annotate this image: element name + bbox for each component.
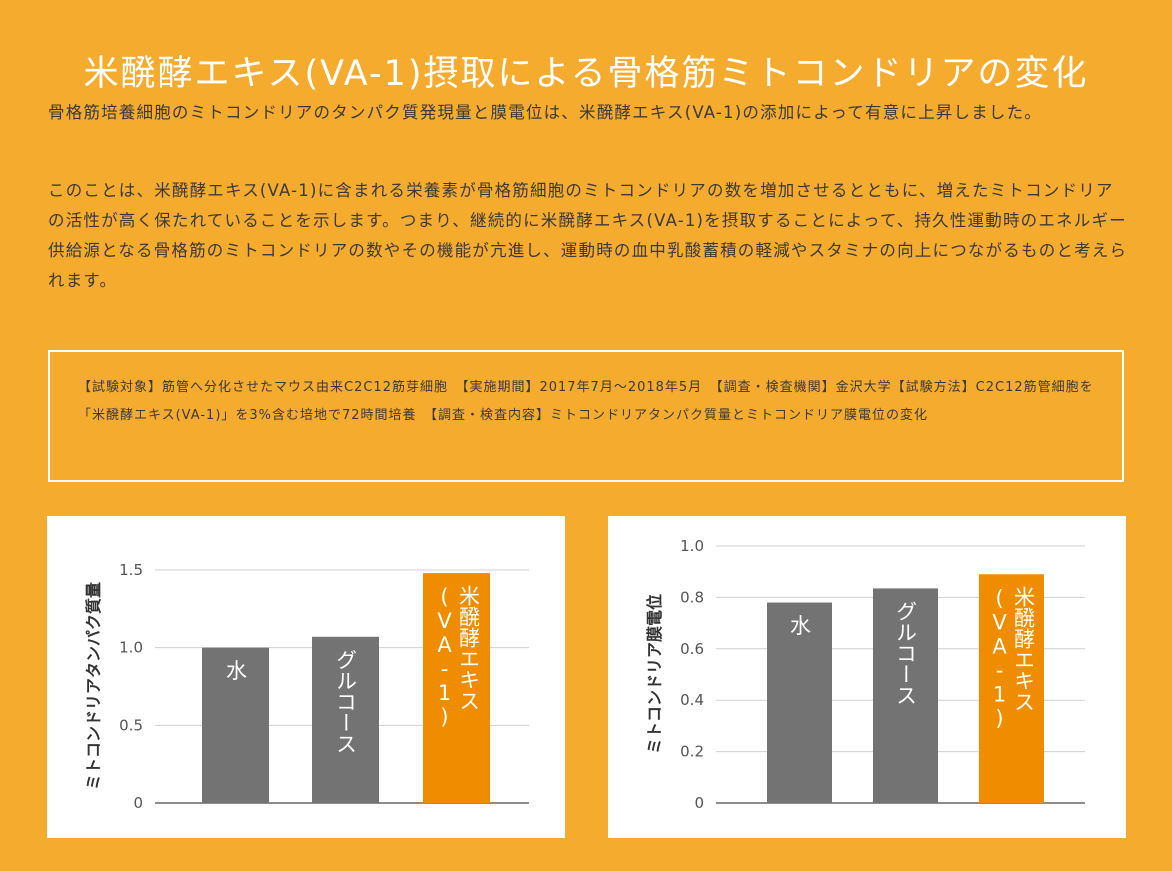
y-tick-label: 1.0 [119, 639, 143, 657]
bar [873, 588, 938, 803]
protein-chart: 0 0.5 1.0 1.5 ミトコンドリアタンパク質量 水 グルコース 米醗酵エキス(VA-1… [84, 561, 529, 812]
bar-label: グルコース [894, 600, 918, 705]
protein-chart-panel: 0 0.5 1.0 1.5 ミトコンドリアタンパク質量 水 グルコース 米醗酵エキス (VA-1… [47, 516, 565, 838]
bar [423, 573, 490, 803]
page-title: 米醗酵エキス(VA-1)摂取による骨格筋ミトコンドリアの変化 [83, 54, 1089, 95]
y-axis-label: ミトコンドリアタンパク質量 [84, 582, 103, 790]
bar-label: (VA-1) [433, 585, 457, 729]
bar [312, 636, 379, 803]
bar [979, 574, 1044, 803]
study-info-box: 【試験対象】筋管へ分化させたマウス由来C2C12筋芽細胞 【実施期間】2017年… [48, 350, 1124, 482]
explanation-paragraph: このことは、米醗酵エキス(VA-1)に含まれる栄養素が骨格筋細胞のミトコンドリア… [48, 181, 1128, 290]
study-info-text: 【試験対象】筋管へ分化させたマウス由来C2C12筋芽細胞 【実施期間】2017年… [78, 380, 1094, 423]
bar-label: 米醗酵エキス [1012, 586, 1036, 712]
bar-label: 水 [224, 660, 248, 681]
membrane-potential-chart-panel: 0 0.2 0.4 0.6 0.8 1.0 ミトコンドリア膜電位 水 グルコース 米醗酵エキス (V… [608, 516, 1126, 838]
y-tick-label: 1.0 [680, 537, 704, 555]
bar-label: 米醗酵エキス [457, 585, 481, 711]
bar-label: 水 [788, 615, 812, 636]
bar [767, 602, 832, 803]
membrane-potential-chart: 0 0.2 0.4 0.6 0.8 1.0 ミトコンドリア膜電位 水 グルコース 米醗酵エキス(V… [645, 537, 1085, 812]
y-tick-label: 0.4 [680, 691, 704, 709]
bar-label: (VA-1) [988, 586, 1012, 730]
bar-label: グルコース [334, 649, 358, 754]
y-tick-label: 0.6 [680, 640, 704, 658]
y-tick-label: 0.8 [680, 588, 704, 606]
y-tick-label: 0 [133, 794, 143, 812]
y-tick-label: 0.5 [119, 716, 143, 734]
y-tick-label: 0 [694, 794, 704, 812]
y-tick-label: 0.2 [680, 743, 704, 761]
result-paragraph: 骨格筋培養細胞のミトコンドリアのタンパク質発現量と膜電位は、米醗酵エキス(VA-… [48, 103, 1042, 122]
bar [202, 647, 269, 803]
y-tick-label: 1.5 [119, 561, 143, 579]
y-axis-label: ミトコンドリア膜電位 [645, 594, 664, 754]
